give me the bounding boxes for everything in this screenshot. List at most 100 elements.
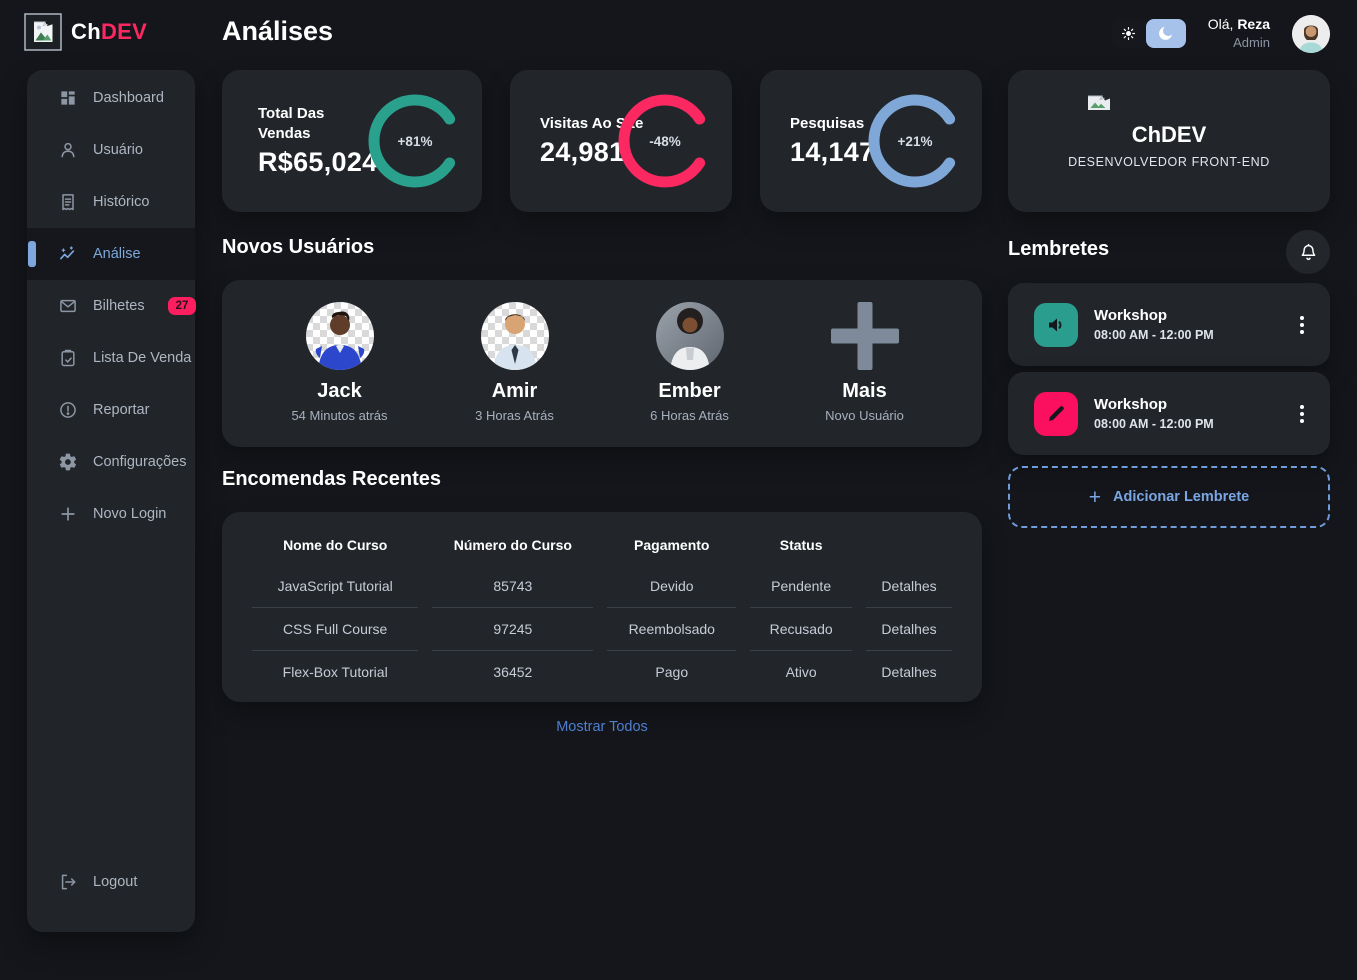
sidebar-item-label: Análise bbox=[93, 246, 141, 262]
kebab-menu-icon[interactable] bbox=[1300, 404, 1304, 423]
sidebar-item-label: Logout bbox=[93, 874, 138, 890]
user-greeting: Olá, Reza Admin bbox=[1208, 14, 1270, 53]
sidebar-item-bilhetes[interactable]: Bilhetes 27 bbox=[27, 280, 197, 332]
cell-course-name: Flex-Box Tutorial bbox=[252, 650, 419, 693]
sidebar-item-lista-de-venda[interactable]: Lista De Venda bbox=[27, 332, 195, 384]
stat-card-visitas: Visitas Ao Site 24,981 -48% bbox=[510, 70, 732, 212]
cell-course-name: CSS Full Course bbox=[252, 607, 419, 650]
user-card-jack[interactable]: Jack 54 Minutos atrás bbox=[260, 302, 420, 447]
table-row: CSS Full Course 97245 Reembolsado Recusa… bbox=[252, 607, 952, 650]
user-time: 3 Horas Atrás bbox=[475, 408, 554, 423]
sidebar-item-label: Histórico bbox=[93, 194, 150, 210]
sun-icon[interactable] bbox=[1111, 19, 1146, 49]
moon-icon[interactable] bbox=[1145, 19, 1186, 49]
reminder-title: Workshop bbox=[1094, 396, 1168, 413]
brand-name: ChDEV bbox=[71, 19, 148, 44]
sidebar-item-reportar[interactable]: Reportar bbox=[27, 384, 195, 436]
cell-course-number: 36452 bbox=[432, 650, 594, 693]
sidebar-item-label: Configurações bbox=[93, 454, 187, 470]
dashboard-grid-icon bbox=[58, 88, 78, 108]
show-all-link[interactable]: Mostrar Todos bbox=[556, 719, 648, 735]
sidebar-item-usuario[interactable]: Usuário bbox=[27, 124, 195, 176]
bell-icon[interactable] bbox=[1286, 230, 1330, 274]
sidebar-item-label: Dashboard bbox=[93, 90, 164, 106]
envelope-icon bbox=[58, 296, 78, 316]
cell-payment: Reembolsado bbox=[607, 607, 737, 650]
stat-card-total-vendas: Total Das Vendas R$65,024 +81% bbox=[222, 70, 482, 212]
user-time: 54 Minutos atrás bbox=[291, 408, 388, 423]
clipboard-check-icon bbox=[58, 348, 78, 368]
cell-course-number: 97245 bbox=[432, 607, 594, 650]
add-user-label: Mais bbox=[842, 380, 887, 402]
stat-percent: +21% bbox=[897, 133, 933, 149]
column-header: Status bbox=[779, 537, 823, 553]
user-name: Reza bbox=[1237, 16, 1270, 32]
cell-course-number: 85743 bbox=[493, 578, 533, 594]
progress-ring: +81% bbox=[368, 94, 462, 188]
add-user-subtitle: Novo Usuário bbox=[825, 408, 904, 423]
plus-icon bbox=[58, 504, 78, 524]
user-icon bbox=[58, 140, 78, 160]
table-header-row: Nome do Curso Número do Curso Pagamento … bbox=[252, 537, 952, 565]
kebab-menu-icon[interactable] bbox=[1300, 315, 1304, 334]
sidebar: Dashboard Usuário Histórico Análise bbox=[27, 70, 197, 932]
user-photo bbox=[305, 302, 374, 370]
add-reminder-button[interactable]: + Adicionar Lembrete bbox=[1008, 466, 1330, 528]
brand: ChDEV bbox=[24, 13, 147, 51]
stat-value: 14,147 bbox=[790, 137, 875, 168]
details-link[interactable]: Detalhes bbox=[866, 607, 952, 650]
column-header: Nome do Curso bbox=[283, 537, 388, 553]
cell-status: Pendente bbox=[771, 578, 832, 594]
analytics-trend-icon bbox=[58, 244, 78, 264]
stat-value: 24,981 bbox=[540, 137, 625, 168]
reminder-title: Workshop bbox=[1094, 307, 1168, 324]
column-header bbox=[866, 537, 952, 565]
progress-ring: -48% bbox=[618, 94, 712, 188]
sidebar-item-label: Bilhetes bbox=[93, 298, 145, 314]
sidebar-item-logout[interactable]: Logout bbox=[27, 856, 195, 908]
sidebar-item-analise[interactable]: Análise bbox=[27, 228, 195, 280]
sidebar-item-configuracoes[interactable]: Configurações bbox=[27, 436, 195, 488]
pencil-icon bbox=[1034, 391, 1078, 436]
logout-icon bbox=[58, 872, 78, 892]
user-card-amir[interactable]: Amir 3 Horas Atrás bbox=[435, 302, 595, 447]
user-name: Ember bbox=[658, 380, 721, 402]
user-name: Jack bbox=[317, 380, 362, 402]
reminder-time: 08:00 AM - 12:00 PM bbox=[1094, 328, 1214, 342]
add-user-card[interactable]: Mais Novo Usuário bbox=[785, 302, 945, 447]
new-users-panel: Jack 54 Minutos atrás Amir 3 Horas Atrás… bbox=[222, 280, 982, 447]
plus-icon: + bbox=[1088, 485, 1102, 509]
topbar: Olá, Reza Admin bbox=[1111, 14, 1330, 53]
cell-status: Recusado bbox=[750, 607, 853, 650]
stat-value: R$65,024 bbox=[258, 147, 378, 177]
report-alert-icon bbox=[58, 400, 78, 420]
user-photo bbox=[655, 302, 724, 370]
section-title-lembretes: Lembretes bbox=[1008, 238, 1110, 260]
sidebar-item-dashboard[interactable]: Dashboard bbox=[27, 72, 195, 124]
sidebar-item-novo-login[interactable]: Novo Login bbox=[27, 488, 195, 540]
orders-table: Nome do Curso Número do Curso Pagamento … bbox=[222, 512, 982, 702]
profile-name: ChDEV bbox=[1131, 122, 1207, 147]
section-title-novos-usuarios: Novos Usuários bbox=[222, 236, 375, 258]
user-card-ember[interactable]: Ember 6 Horas Atrás bbox=[610, 302, 770, 447]
stat-percent: -48% bbox=[649, 133, 681, 149]
theme-toggle bbox=[1111, 19, 1186, 49]
profile-subtitle: DESENVOLVEDOR FRONT-END bbox=[1068, 155, 1270, 169]
sidebar-item-historico[interactable]: Histórico bbox=[27, 176, 195, 228]
stat-title: Total Das Vendas bbox=[258, 105, 325, 142]
cell-status: Ativo bbox=[750, 650, 853, 693]
column-header: Pagamento bbox=[634, 537, 710, 553]
reminder-card: Workshop 08:00 AM - 12:00 PM bbox=[1008, 283, 1330, 366]
stat-percent: +81% bbox=[397, 133, 433, 149]
column-header: Número do Curso bbox=[453, 537, 572, 553]
stats-row: Total Das Vendas R$65,024 +81% Visitas A… bbox=[222, 70, 982, 212]
avatar[interactable] bbox=[1292, 14, 1330, 53]
broken-image-icon bbox=[1086, 94, 1112, 112]
sidebar-item-label: Lista De Venda bbox=[93, 350, 192, 366]
tickets-count-badge: 27 bbox=[167, 297, 197, 315]
table-row: Flex-Box Tutorial 36452 Pago Ativo Detal… bbox=[252, 650, 952, 693]
details-link[interactable]: Detalhes bbox=[866, 650, 952, 693]
sidebar-item-label: Reportar bbox=[93, 402, 150, 418]
details-link[interactable]: Detalhes bbox=[881, 578, 937, 594]
